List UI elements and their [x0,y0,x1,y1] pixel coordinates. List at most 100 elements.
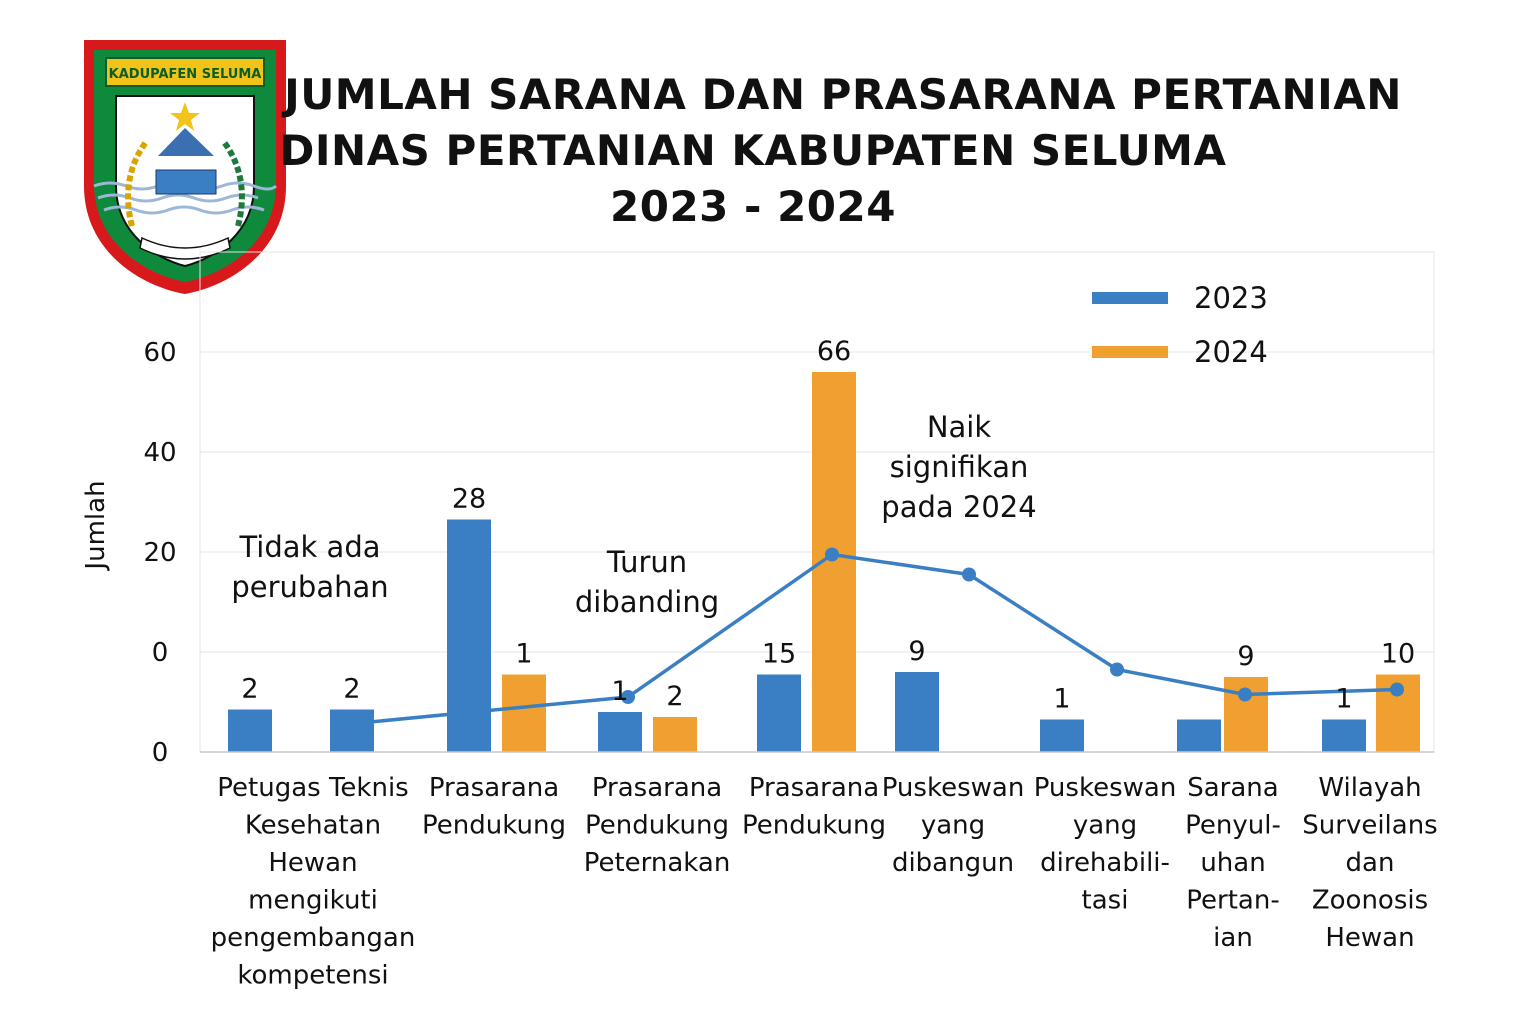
x-category-label-line: direhabili- [1040,848,1170,878]
x-category-label: Prasarana Pendukung Peternakan [584,773,731,878]
x-category-label-line: Prasarana [429,773,559,803]
x-category-label-line: Pendukung [585,811,729,841]
bar-2024 [653,717,697,752]
x-category-label: Prasarana Pendukung [742,773,886,841]
x-category-label: Puskeswan yang direhabili-tasi [1034,773,1177,916]
y-tick-label: 20 [143,538,176,568]
x-category-label-line: pengembangan [211,923,416,953]
x-axis-category-labels: Petugas Teknis Kesehatan Hewan mengikuti pen… [211,773,1438,991]
x-category-label-line: kompetensi [237,961,388,991]
x-category-label-line: yang [921,811,985,841]
x-category-label-line: Pendukung [742,811,886,841]
bar-value-label: 15 [762,639,796,670]
x-category-label: Prasarana Pendukung [422,773,566,841]
bar-2023 [1177,719,1221,752]
trend-line [369,547,1404,724]
bar-2023 [598,712,642,752]
legend-swatch-2023 [1092,292,1168,304]
x-category-label-line: Puskeswan [882,773,1025,803]
ribbon-icon [139,236,231,260]
annotation-line: pada 2024 [881,490,1036,524]
rice-field-icon [155,169,217,195]
trend-point [621,690,635,704]
trend-point [962,567,976,582]
x-category-label-line: yang [1073,811,1137,841]
bar-2023 [757,674,801,752]
x-category-label-line: Sarana [1187,773,1278,803]
star-icon [170,102,200,131]
y-tick-label: 40 [143,438,176,468]
legend-label: 2023 [1194,281,1268,315]
bar-2023 [1322,719,1366,752]
x-category-label-line: mengikuti [248,886,378,916]
legend-swatch-2024 [1092,346,1168,358]
y-tick-label: 0 [152,638,169,668]
legend: 2023 2024 [1092,281,1268,369]
chart-title-line-1: JUMLAH SARANA DAN PRASARANA PERTANIAN [284,70,1402,119]
legend-label: 2024 [1194,335,1268,369]
bar-value-label: 9 [908,636,925,667]
x-category-label-line: Prasarana [592,773,722,803]
bar-2024 [502,674,546,752]
x-category-label: Puskeswan yang dibangun [882,773,1025,878]
bar-2023 [447,519,491,752]
x-category-label-line: Pertan- [1186,886,1279,916]
bar-2023 [330,709,374,752]
bar-2023 [228,709,272,752]
annotation-line: dibanding [575,585,719,619]
bar-value-label: 1 [611,676,628,707]
bar-value-label: 9 [1237,641,1254,672]
x-category-label: Wilayah Surveilans dan Zoonosis Hewan [1302,773,1437,953]
annotation-line: Turun [606,545,687,579]
x-category-label-line: Zoonosis [1312,886,1428,916]
x-category-label-line: Prasarana [749,773,879,803]
x-category-label-line: Wilayah [1318,773,1421,803]
bar-value-label: 1 [515,639,532,670]
emblem-banner-text: KADUPAFEN SELUMA [109,67,262,82]
bar-2023 [895,672,939,752]
palm-leaf-right-icon [221,140,245,227]
bar-value-label: 66 [817,336,851,367]
bar-value-labels: 2 2 28 1 15 9 1 1 1 2 66 9 10 [241,336,1415,715]
x-category-label-line: Penyul- [1185,811,1281,841]
x-category-label-line: Kesehatan [245,811,381,841]
bar-value-label: 1 [1053,684,1070,715]
emblem-banner [105,57,265,87]
trend-point [1390,682,1404,697]
x-category-label-line: ian [1213,923,1253,953]
y-axis-label: Jumlah [81,480,111,571]
annotation-line: Naik [927,410,992,444]
x-category-label-line: Puskeswan [1034,773,1177,803]
bar-value-label: 28 [452,484,486,515]
annotations: Tidak ada perubahan Turun dibanding Naik sign… [231,410,1036,619]
x-category-label-line: Hewan [268,848,357,878]
seluma-emblem-logo: KADUPAFEN SELUMA [84,40,286,294]
bar-value-label: 2 [241,674,258,705]
x-category-label: Petugas Teknis Kesehatan Hewan mengikuti pen… [211,773,416,991]
rice-stalk-left-icon [125,140,149,227]
bar-2023 [1040,719,1084,752]
x-category-label-line: dan [1346,848,1395,878]
mountain-icon [158,128,214,156]
x-category-label-line: Surveilans [1302,811,1437,841]
trend-point [1238,687,1252,702]
x-category-label-line: Pendukung [422,811,566,841]
x-category-label-line: tasi [1082,886,1129,916]
annotation-line: Tidak ada [238,530,380,564]
chart-title-line-3: 2023 - 2024 [610,182,896,231]
x-category-label-line: dibangun [892,848,1014,878]
bar-value-label: 10 [1381,639,1415,670]
y-tick-label: 60 [143,338,176,368]
annotation-line: signifikan [890,450,1029,484]
x-category-label-line: uhan [1200,848,1265,878]
x-category-label-line: Peternakan [584,848,731,878]
y-axis-ticks: 0 0 20 40 60 [143,338,176,768]
trend-point [1110,662,1124,677]
chart-title-line-2: DINAS PERTANIAN KABUPATEN SELUMA [279,126,1227,175]
x-category-label-line: Hewan [1325,923,1414,953]
annotation: Tidak ada perubahan [231,530,388,604]
annotation: Turun dibanding [575,545,719,619]
annotation: Naik signifikan pada 2024 [881,410,1036,524]
bar-value-label: 2 [666,681,683,712]
